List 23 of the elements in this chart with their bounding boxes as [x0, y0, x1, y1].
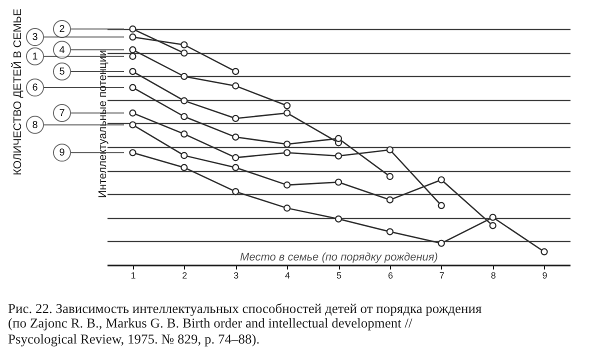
x-tick-label: 8 [490, 270, 496, 280]
text: 7 [59, 108, 66, 120]
x-axis-title: Место в семье (по порядку рождения) [240, 252, 438, 264]
text: 6 [32, 82, 38, 94]
text: Рис. 22. Зависимость интеллектуальных способностей детей от порядка рождения [8, 301, 482, 316]
x-tick-label: 3 [234, 270, 239, 280]
text: 8 [32, 120, 38, 131]
x-tick-label: 2 [182, 270, 188, 280]
x-tick-label: 4 [285, 270, 290, 280]
legend-title: КОЛИЧЕСТВО ДЕТЕЙ В СЕМЬЕ [11, 8, 24, 176]
x-tick-label: 6 [388, 270, 393, 280]
legend-label: 4 [59, 44, 66, 56]
text: 3 [32, 32, 38, 44]
x-tick-label: 5 [336, 270, 342, 280]
text: 9 [59, 148, 66, 159]
legend-label: 5 [59, 66, 66, 78]
y-axis-title: Интеллектуальные потенции [97, 50, 109, 198]
text: 2 [59, 24, 66, 35]
x-tick-label: 9 [542, 270, 548, 280]
legend-label: 1 [32, 51, 38, 62]
text: (по Zajonc R. B., Markus G. B. Birth order and intellectual development // Psycological Review, 1975. № 829, p. 74–88). [8, 316, 413, 346]
x-tick-label: 7 [439, 270, 444, 280]
x-tick-label: 1 [130, 270, 136, 280]
